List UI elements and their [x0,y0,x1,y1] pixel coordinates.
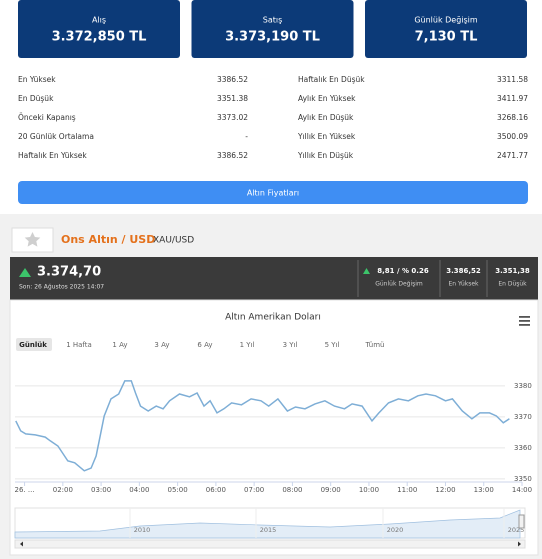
range-button[interactable]: 6 Ay [197,341,212,349]
stat-value: 3268.16 [497,113,528,122]
stat-label: Yıllık En Yüksek [297,132,356,141]
navigator-label: 2025 [508,526,525,534]
summary-card [365,0,527,58]
stat-value: 2471.77 [497,151,528,160]
x-tick-label: 06:00 [206,486,226,494]
stat-value: 3351.38 [217,94,248,103]
x-tick-label: 03:00 [91,486,111,494]
stat-value: 3311.58 [497,75,528,84]
x-tick-label: 26. ... [15,486,35,494]
x-tick-label: 11:00 [397,486,417,494]
quote-box-label: En Yüksek [448,281,479,288]
quote-box-value: 3.351,38 [495,267,530,275]
stat-label: Aylık En Düşük [298,113,354,122]
y-tick-label: 3360 [514,444,532,452]
stat-label: 20 Günlük Ortalama [18,132,94,141]
navigator-label: 2010 [134,526,151,534]
range-selected [16,338,52,351]
range-button[interactable]: 3 Yıl [283,341,298,349]
stat-value: 3411.97 [497,94,528,103]
quote-box-label: En Düşük [498,281,527,288]
navigator-label: 2020 [387,526,404,534]
scroll-right[interactable] [518,541,521,547]
summary-label: Günlük Değişim [414,16,478,25]
range-button[interactable]: 1 Hafta [66,341,92,349]
range-button[interactable]: 1 Ay [112,341,127,349]
quote-box-value: 8,81 / % 0.26 [377,267,429,275]
stat-label: Haftalık En Düşük [298,75,365,84]
x-tick-label: 10:00 [359,486,379,494]
instrument-name: Ons Altın / USD [61,233,155,246]
stat-value: 3500.09 [497,132,528,141]
x-tick-label: 04:00 [129,486,149,494]
y-tick-label: 3380 [514,382,532,390]
y-tick-label: 3370 [514,413,532,421]
x-tick-label: 08:00 [282,486,302,494]
range-button[interactable]: 1 Yıl [240,341,255,349]
menu-icon [519,320,530,322]
summary-value: 3.372,850 TL [52,30,147,45]
menu-icon [519,316,530,318]
chart-title: Altın Amerikan Doları [225,313,321,323]
quote-bar [10,257,538,300]
prices-button[interactable] [18,181,528,204]
summary-value: 7,130 TL [415,30,478,45]
x-tick-label: 05:00 [168,486,188,494]
price-line [15,380,510,472]
summary-label: Alış [92,16,106,25]
stat-value: 3386.52 [217,151,248,160]
stat-value: 3386.52 [217,75,248,84]
range-button[interactable]: 5 Yıl [325,341,340,349]
menu-icon [519,324,530,326]
x-tick-label: 13:00 [474,486,494,494]
range-button[interactable]: Tümü [364,341,384,349]
navigator-label: 2015 [260,526,277,534]
quote-price: 3.374,70 [37,265,101,280]
up-arrow [363,268,370,274]
navigator-handle[interactable] [518,514,525,529]
stat-value: - [245,132,248,141]
stat-label: Aylık En Yüksek [298,94,356,103]
instrument-code: XAU/USD [153,236,194,246]
stat-label: En Yüksek [18,75,56,84]
x-tick-label: 09:00 [321,486,341,494]
scroll-left[interactable] [20,541,23,547]
x-tick-label: 14:00 [512,486,532,494]
stat-label: Önceki Kapanış [18,113,76,122]
stat-label: Haftalık En Yüksek [18,151,87,160]
summary-value: 3.373,190 TL [225,30,320,45]
star-icon [24,232,41,247]
x-tick-label: 02:00 [53,486,73,494]
summary-card [191,0,354,58]
stat-label: En Düşük [18,94,54,103]
range-button[interactable]: 3 Ay [154,341,169,349]
x-tick-label: 07:00 [244,486,264,494]
scrollbar[interactable] [14,539,526,549]
stat-value: 3373.02 [217,113,248,122]
x-tick-label: 12:00 [435,486,455,494]
prices-button-label: Altın Fiyatları [247,189,299,198]
summary-label: Satış [263,16,283,25]
quote-box-value: 3.386,52 [446,267,481,275]
up-arrow [19,268,31,277]
quote-box-label: Günlük Değişim [375,281,423,288]
range-button[interactable]: Günlük [19,341,47,349]
summary-card [18,0,180,58]
quote-time: Son: 26 Ağustos 2025 14:07 [19,284,104,291]
y-tick-label: 3350 [514,475,532,483]
stat-label: Yıllık En Düşük [297,151,354,160]
navigator-area [14,509,521,539]
